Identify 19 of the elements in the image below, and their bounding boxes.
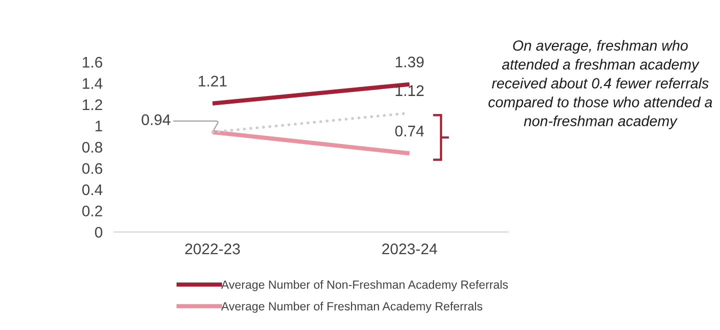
y-tick-label: 0.4 xyxy=(82,184,102,196)
legend-label: Average Number of Non-Freshman Academy Referrals xyxy=(221,280,508,292)
data-label: 0.94 xyxy=(142,114,170,126)
y-tick-label: 0.2 xyxy=(82,206,102,216)
y-tick-label: 1 xyxy=(96,120,102,132)
y-tick-label: 1.4 xyxy=(82,78,102,89)
x-tick-label: 2022-23 xyxy=(185,244,240,254)
data-label: 1.12 xyxy=(396,85,424,96)
data-label: 1.21 xyxy=(198,76,227,86)
y-tick-label: 0.6 xyxy=(82,163,102,174)
legend-label: Average Number of Freshman Academy Referrals xyxy=(221,302,482,313)
annotation: On average, freshman who attended a freshman academy received about 0.4 fewer referrals compared to those who attended a non-freshman academy xyxy=(488,40,712,130)
y-tick-label: 0 xyxy=(94,226,102,238)
data-label: 0.74 xyxy=(395,126,424,136)
x-tick-label: 2023-24 xyxy=(382,244,438,254)
data-label: 1.39 xyxy=(396,56,424,68)
y-tick-label: 1.2 xyxy=(82,99,102,110)
y-tick-label: 0.8 xyxy=(82,142,102,153)
y-tick-label: 1.6 xyxy=(82,56,102,68)
